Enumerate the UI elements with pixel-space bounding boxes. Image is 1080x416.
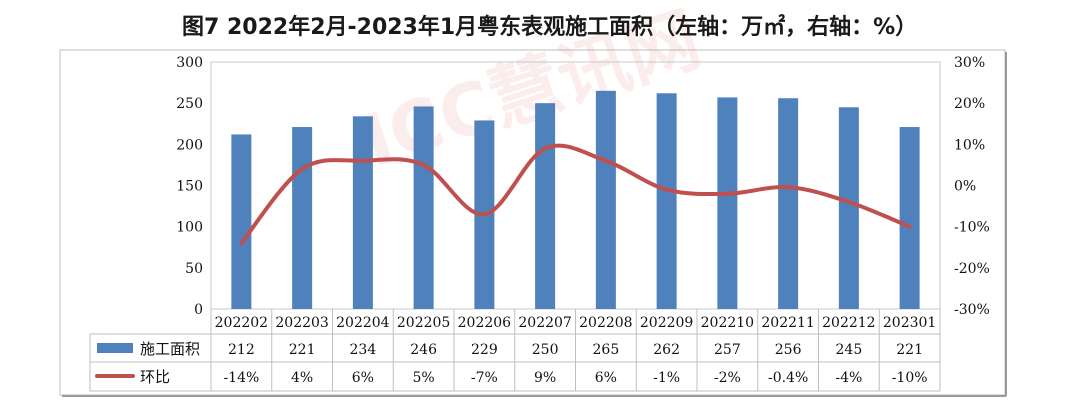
left-tick-label: 100 — [176, 220, 203, 236]
bar — [352, 116, 373, 309]
data-label-line: -4% — [835, 370, 862, 386]
data-label-line: -0.4% — [768, 370, 808, 386]
right-tick-label: -10% — [954, 220, 990, 236]
chart-title: 图7 2022年2月-2023年1月粤东表观施工面积（左轴：万㎡，右轴：%） — [182, 14, 917, 40]
category-label: 202209 — [640, 315, 693, 331]
bar — [717, 97, 738, 309]
left-tick-label: 200 — [176, 137, 203, 153]
category-label: 202205 — [397, 315, 450, 331]
data-table: 202202 202203 202204 202205 202206 202207 2022… — [89, 309, 941, 392]
left-tick-label: 50 — [185, 261, 203, 277]
bar — [838, 107, 859, 310]
right-tick-label: 20% — [954, 96, 985, 112]
bar — [292, 127, 313, 309]
bar — [231, 134, 252, 309]
left-tick-label: 300 — [176, 55, 203, 71]
left-axis: 0 50 100 150 200 250 300 — [176, 55, 203, 318]
data-label-bar: 221 — [896, 342, 923, 358]
data-label-line: 5% — [413, 370, 435, 386]
right-axis: -30% -20% -10% 0% 10% 20% 30% — [954, 55, 990, 318]
line-series-mom — [239, 143, 912, 246]
data-label-bar: 234 — [350, 342, 377, 358]
data-label-line: -10% — [892, 370, 928, 386]
data-label-line: 4% — [291, 370, 313, 386]
data-label-bar: 221 — [289, 342, 316, 358]
category-label: 202211 — [761, 315, 814, 331]
category-label: 202206 — [458, 315, 512, 331]
right-tick-label: 30% — [954, 55, 985, 71]
bar — [899, 127, 920, 309]
right-tick-label: 0% — [954, 179, 976, 195]
legend-label-line: 环比 — [140, 368, 170, 386]
data-label-bar: 245 — [836, 342, 863, 358]
left-tick-label: 150 — [176, 179, 203, 195]
data-label-bar: 256 — [775, 342, 802, 358]
data-label-bar: 229 — [471, 342, 498, 358]
legend-label-bars: 施工面积 — [140, 340, 200, 358]
category-label: 202210 — [701, 315, 754, 331]
category-label: 202207 — [518, 315, 571, 331]
bar — [778, 98, 799, 309]
category-label: 202208 — [579, 315, 632, 331]
category-label: 202301 — [883, 315, 936, 331]
data-label-line: 6% — [352, 370, 374, 386]
data-label-line: 6% — [595, 370, 617, 386]
left-tick-label: 0 — [194, 302, 203, 318]
data-label-bar: 246 — [410, 342, 437, 358]
data-label-line: -1% — [653, 370, 680, 386]
data-label-line: 9% — [534, 370, 556, 386]
data-label-bar: 250 — [532, 342, 559, 358]
data-label-bar: 265 — [593, 342, 620, 358]
bar — [595, 90, 616, 309]
legend-key-bars — [97, 343, 133, 353]
category-label: 202204 — [336, 315, 390, 331]
data-label-line: -2% — [714, 370, 741, 386]
data-label-line: -14% — [223, 370, 259, 386]
category-label: 202203 — [275, 315, 328, 331]
left-tick-label: 250 — [176, 96, 203, 112]
data-label-bar: 262 — [653, 342, 680, 358]
bar-series — [231, 90, 920, 310]
bar — [656, 93, 677, 309]
category-label: 202212 — [822, 315, 875, 331]
right-tick-label: 10% — [954, 137, 985, 153]
bar — [413, 106, 434, 310]
data-label-line: -7% — [471, 370, 498, 386]
data-label-bar: 257 — [714, 342, 741, 358]
category-label: 202202 — [215, 315, 268, 331]
right-tick-label: -20% — [954, 261, 990, 277]
data-label-bar: 212 — [228, 342, 255, 358]
bar — [535, 103, 556, 310]
right-tick-label: -30% — [954, 302, 990, 318]
